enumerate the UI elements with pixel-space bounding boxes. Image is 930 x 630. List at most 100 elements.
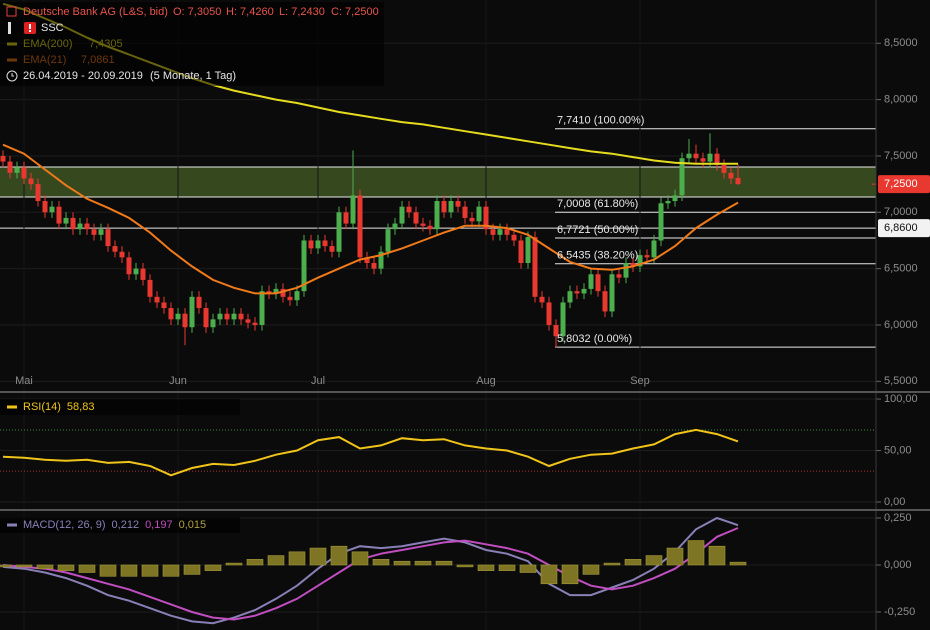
candle-body	[686, 153, 692, 159]
candle-body	[147, 279, 153, 297]
candle-body	[560, 302, 566, 337]
candle-body	[665, 201, 671, 204]
candle-body	[266, 291, 272, 294]
candle-body	[553, 324, 559, 337]
fib-label: 5,8032 (0.00%)	[557, 333, 632, 345]
candle-body	[392, 223, 398, 230]
histogram-bar	[624, 559, 642, 566]
indicator-line	[2, 527, 739, 621]
y-tick-label: 8,5000	[884, 37, 918, 49]
candle-body	[413, 212, 419, 224]
histogram-bar	[540, 564, 558, 585]
histogram-bar	[246, 559, 264, 566]
candle-body	[469, 217, 475, 222]
clock-icon	[6, 70, 18, 82]
y-tick-label: 0,00	[884, 496, 905, 508]
candle-body	[28, 178, 34, 185]
candle-body	[70, 217, 76, 230]
candle-body	[490, 229, 496, 235]
candle-body	[301, 240, 307, 292]
histogram-bar	[288, 551, 306, 566]
candle-body	[539, 296, 545, 303]
candle-body	[378, 251, 384, 269]
candle-body	[329, 246, 335, 252]
histogram-bar	[99, 564, 117, 577]
instrument-icon	[6, 6, 17, 17]
candle-body	[175, 313, 181, 320]
histogram-bar	[435, 560, 453, 566]
legend-label: RSI(14)	[23, 401, 61, 413]
candle-body	[0, 155, 6, 162]
y-tick-label: 100,00	[884, 393, 918, 405]
candle-body	[224, 313, 230, 320]
candle-body	[273, 288, 279, 294]
candle-body	[91, 229, 97, 235]
legend-ohlc: O: 7,3050	[173, 6, 221, 18]
candle-body	[84, 223, 90, 230]
legend-value: 0,015	[179, 519, 207, 531]
histogram-bar	[708, 545, 726, 566]
legend-value: 0,197	[145, 519, 173, 531]
badge-label: SSC	[41, 22, 64, 34]
candle-body	[112, 246, 118, 252]
y-tick-label: 5,5000	[884, 375, 918, 387]
period-span: (5 Monate, 1 Tag)	[150, 70, 236, 82]
legend-background	[0, 517, 240, 533]
histogram-bar	[414, 560, 432, 566]
hline-label: 6,8600	[884, 222, 918, 234]
candle-body	[119, 251, 125, 258]
candle-body	[308, 240, 314, 249]
histogram-bar	[666, 547, 684, 566]
candle-body	[511, 234, 517, 241]
candle-body	[210, 319, 216, 328]
candle-body	[476, 206, 482, 222]
histogram-bar	[603, 562, 621, 566]
histogram-bar	[393, 560, 411, 566]
y-tick-label: 0,250	[884, 512, 912, 524]
candle-body	[343, 212, 349, 224]
candle-body	[35, 184, 41, 202]
clock-icon	[11, 73, 14, 77]
badge-icon	[29, 24, 31, 29]
candle-body	[434, 201, 440, 230]
x-tick-label: Jul	[311, 375, 325, 387]
overlay-line	[2, 143, 739, 295]
candle-body	[574, 291, 580, 294]
histogram-bar	[645, 555, 663, 566]
y-tick-label: 6,5000	[884, 263, 918, 275]
candle-body	[126, 257, 132, 275]
candle-body	[7, 161, 13, 173]
candle-body	[245, 319, 251, 323]
x-tick-label: Sep	[630, 375, 650, 387]
fib-label: 6,5435 (38.20%)	[557, 250, 638, 262]
candle-body	[707, 153, 713, 162]
histogram-bar	[36, 564, 54, 570]
candle-body	[371, 263, 377, 269]
candle-body	[259, 291, 265, 325]
candle-body	[700, 158, 706, 162]
histogram-bar	[120, 564, 138, 577]
data-layer	[0, 2, 747, 625]
fib-label: 7,0008 (61.80%)	[557, 198, 638, 210]
histogram-bar	[204, 564, 222, 571]
legend-ohlc: L: 7,2430	[279, 6, 325, 18]
histogram-bar	[78, 564, 96, 573]
candle-body	[203, 308, 209, 328]
histogram-bar	[372, 559, 390, 566]
period: 26.04.2019 - 20.09.2019	[23, 70, 143, 82]
indicator-line	[2, 428, 739, 477]
indicator-line	[2, 516, 739, 625]
histogram-bar	[330, 545, 348, 566]
histogram-bar	[267, 555, 285, 566]
candle-body	[182, 313, 188, 328]
candle-body	[238, 313, 244, 320]
candle-body	[399, 206, 405, 224]
candle-body	[49, 206, 55, 213]
candle-body	[357, 195, 363, 258]
histogram-bar	[0, 564, 12, 568]
candle-body	[161, 302, 167, 309]
fib-label: 7,7410 (100.00%)	[557, 115, 644, 127]
candle-body	[63, 217, 69, 224]
candle-body	[56, 206, 62, 224]
